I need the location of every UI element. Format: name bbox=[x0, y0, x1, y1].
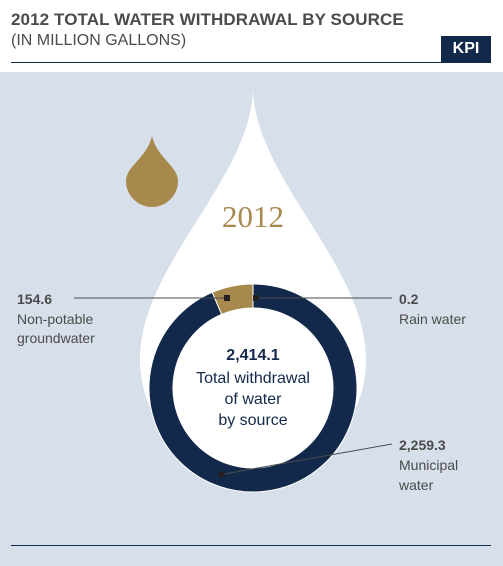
kpi-badge: KPI bbox=[441, 36, 491, 62]
bottom-divider bbox=[11, 545, 491, 546]
donut-slices bbox=[148, 283, 358, 493]
rain-water-value: 0.2 bbox=[399, 291, 419, 307]
total-label-line-3: by source bbox=[218, 412, 287, 429]
chart-subtitle: (IN MILLION GALLONS) bbox=[11, 32, 187, 49]
groundwater-value: 154.6 bbox=[17, 291, 52, 307]
total-label-line-2: of water bbox=[225, 391, 283, 408]
groundwater-label-line-2: groundwater bbox=[17, 330, 95, 346]
municipal-water-marker bbox=[218, 471, 225, 478]
large-water-drop-shape bbox=[140, 90, 366, 475]
municipal-water-value: 2,259.3 bbox=[399, 437, 446, 453]
total-label-line-1: Total withdrawal bbox=[196, 370, 310, 387]
municipal-water-label-line-1: Municipal bbox=[399, 457, 458, 473]
chart-title: 2012 TOTAL WATER WITHDRAWAL BY SOURCE bbox=[11, 10, 404, 29]
groundwater-label-line-1: Non-potable bbox=[17, 311, 93, 327]
groundwater-slice bbox=[211, 283, 254, 316]
top-divider bbox=[11, 62, 491, 63]
municipal-water-label-line-2: water bbox=[398, 477, 434, 493]
groundwater-marker bbox=[224, 295, 230, 301]
municipal-water-slice bbox=[148, 283, 358, 493]
year-label: 2012 bbox=[222, 199, 284, 234]
municipal-water-leader-line bbox=[221, 443, 393, 475]
small-water-drop-icon bbox=[126, 136, 178, 207]
total-value: 2,414.1 bbox=[226, 347, 279, 364]
leader-lines bbox=[74, 295, 393, 478]
rain-water-marker bbox=[253, 295, 259, 301]
rain-water-label: Rain water bbox=[399, 311, 466, 327]
